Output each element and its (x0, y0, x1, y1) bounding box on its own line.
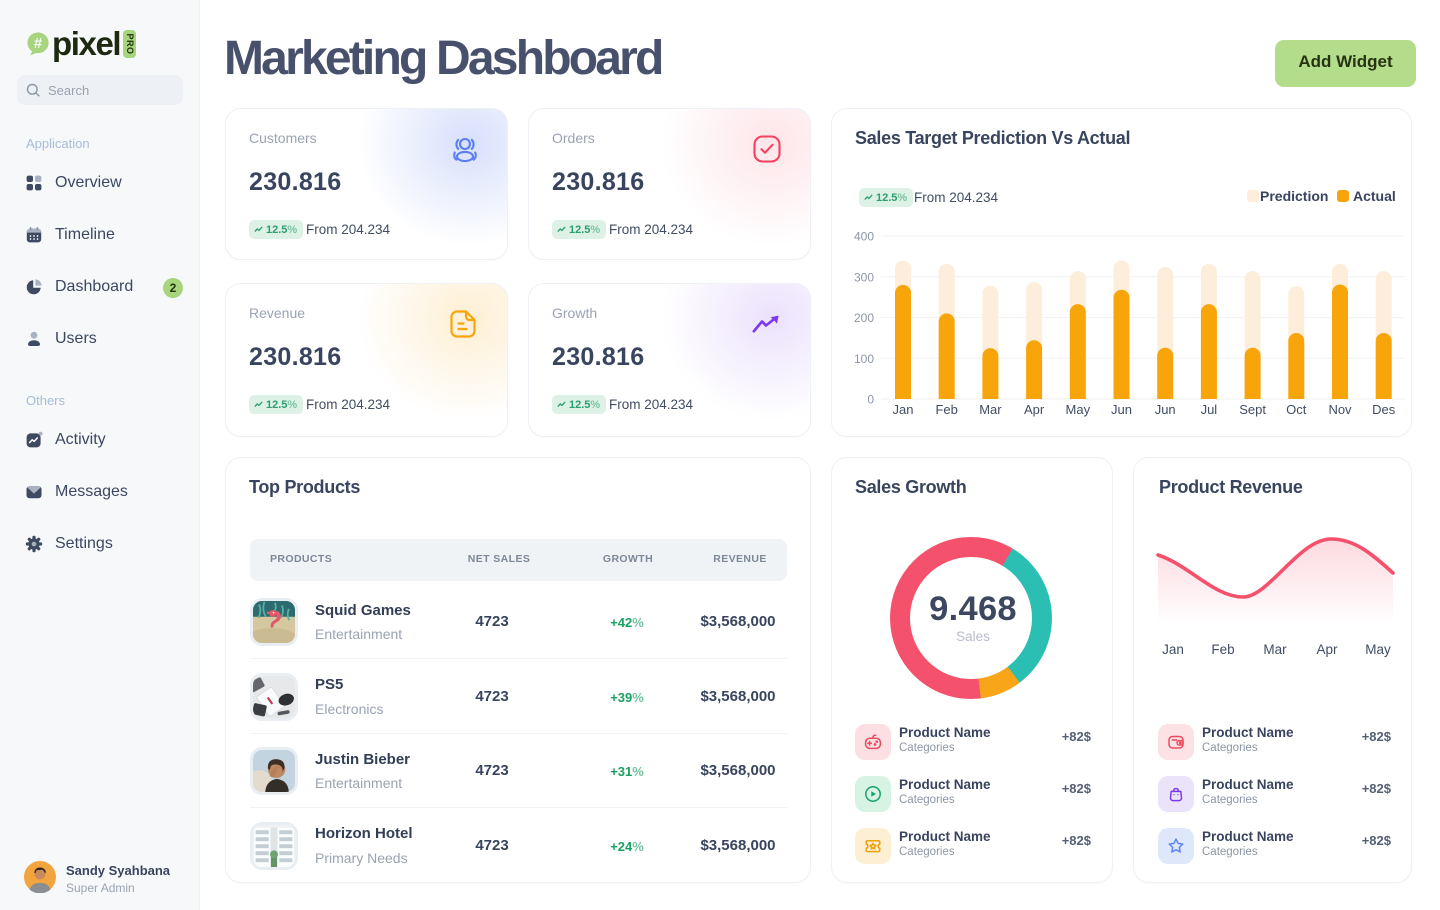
svg-text:Mar: Mar (979, 402, 1002, 417)
svg-text:300: 300 (854, 270, 874, 284)
svg-text:Sept: Sept (1239, 402, 1266, 417)
svg-text:Nov: Nov (1328, 402, 1352, 417)
svg-text:#: # (34, 35, 43, 52)
svg-text:Jun: Jun (1155, 402, 1176, 417)
svg-text:Jun: Jun (1111, 402, 1132, 417)
svg-text:Des: Des (1372, 402, 1396, 417)
svg-text:Feb: Feb (935, 402, 957, 417)
svg-text:0: 0 (867, 393, 874, 407)
svg-text:400: 400 (854, 230, 874, 244)
svg-text:Apr: Apr (1024, 402, 1045, 417)
svg-text:May: May (1066, 402, 1091, 417)
svg-text:Mar: Mar (1263, 642, 1287, 657)
svg-text:100: 100 (854, 352, 874, 366)
svg-text:Jan: Jan (893, 402, 914, 417)
svg-text:Apr: Apr (1316, 642, 1338, 657)
svg-text:Jul: Jul (1201, 402, 1218, 417)
svg-text:Jan: Jan (1162, 642, 1184, 657)
svg-text:Feb: Feb (1211, 642, 1234, 657)
svg-text:200: 200 (854, 311, 874, 325)
svg-text:May: May (1365, 642, 1391, 657)
svg-text:Oct: Oct (1286, 402, 1307, 417)
